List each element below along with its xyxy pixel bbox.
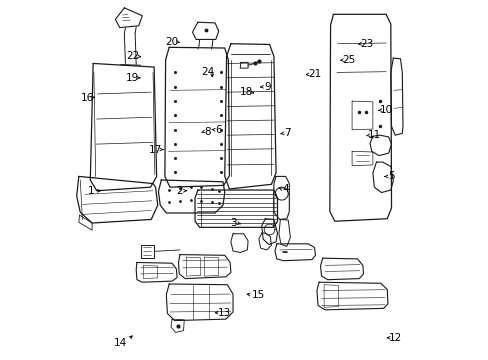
Text: 3: 3 <box>229 218 236 228</box>
Text: 23: 23 <box>359 39 372 49</box>
Text: 15: 15 <box>251 290 264 300</box>
Text: 1: 1 <box>87 186 94 196</box>
Text: 5: 5 <box>387 171 394 181</box>
Text: 2: 2 <box>176 186 182 196</box>
Text: 13: 13 <box>218 308 231 318</box>
Text: 16: 16 <box>81 93 94 103</box>
Text: 11: 11 <box>367 130 380 140</box>
Text: 19: 19 <box>126 73 139 83</box>
Text: 12: 12 <box>387 333 401 343</box>
Text: 9: 9 <box>264 82 270 92</box>
Text: 25: 25 <box>341 55 354 65</box>
Text: 6: 6 <box>215 125 222 135</box>
Text: 14: 14 <box>114 338 127 348</box>
Text: 24: 24 <box>201 67 214 77</box>
Text: 4: 4 <box>282 184 288 194</box>
Text: 7: 7 <box>284 129 290 138</box>
Text: 8: 8 <box>204 127 211 136</box>
Text: 18: 18 <box>239 87 252 97</box>
Text: 21: 21 <box>307 69 321 79</box>
Text: 20: 20 <box>165 37 178 47</box>
Text: 17: 17 <box>149 144 162 154</box>
Text: 10: 10 <box>379 105 392 115</box>
Text: 22: 22 <box>126 51 140 61</box>
